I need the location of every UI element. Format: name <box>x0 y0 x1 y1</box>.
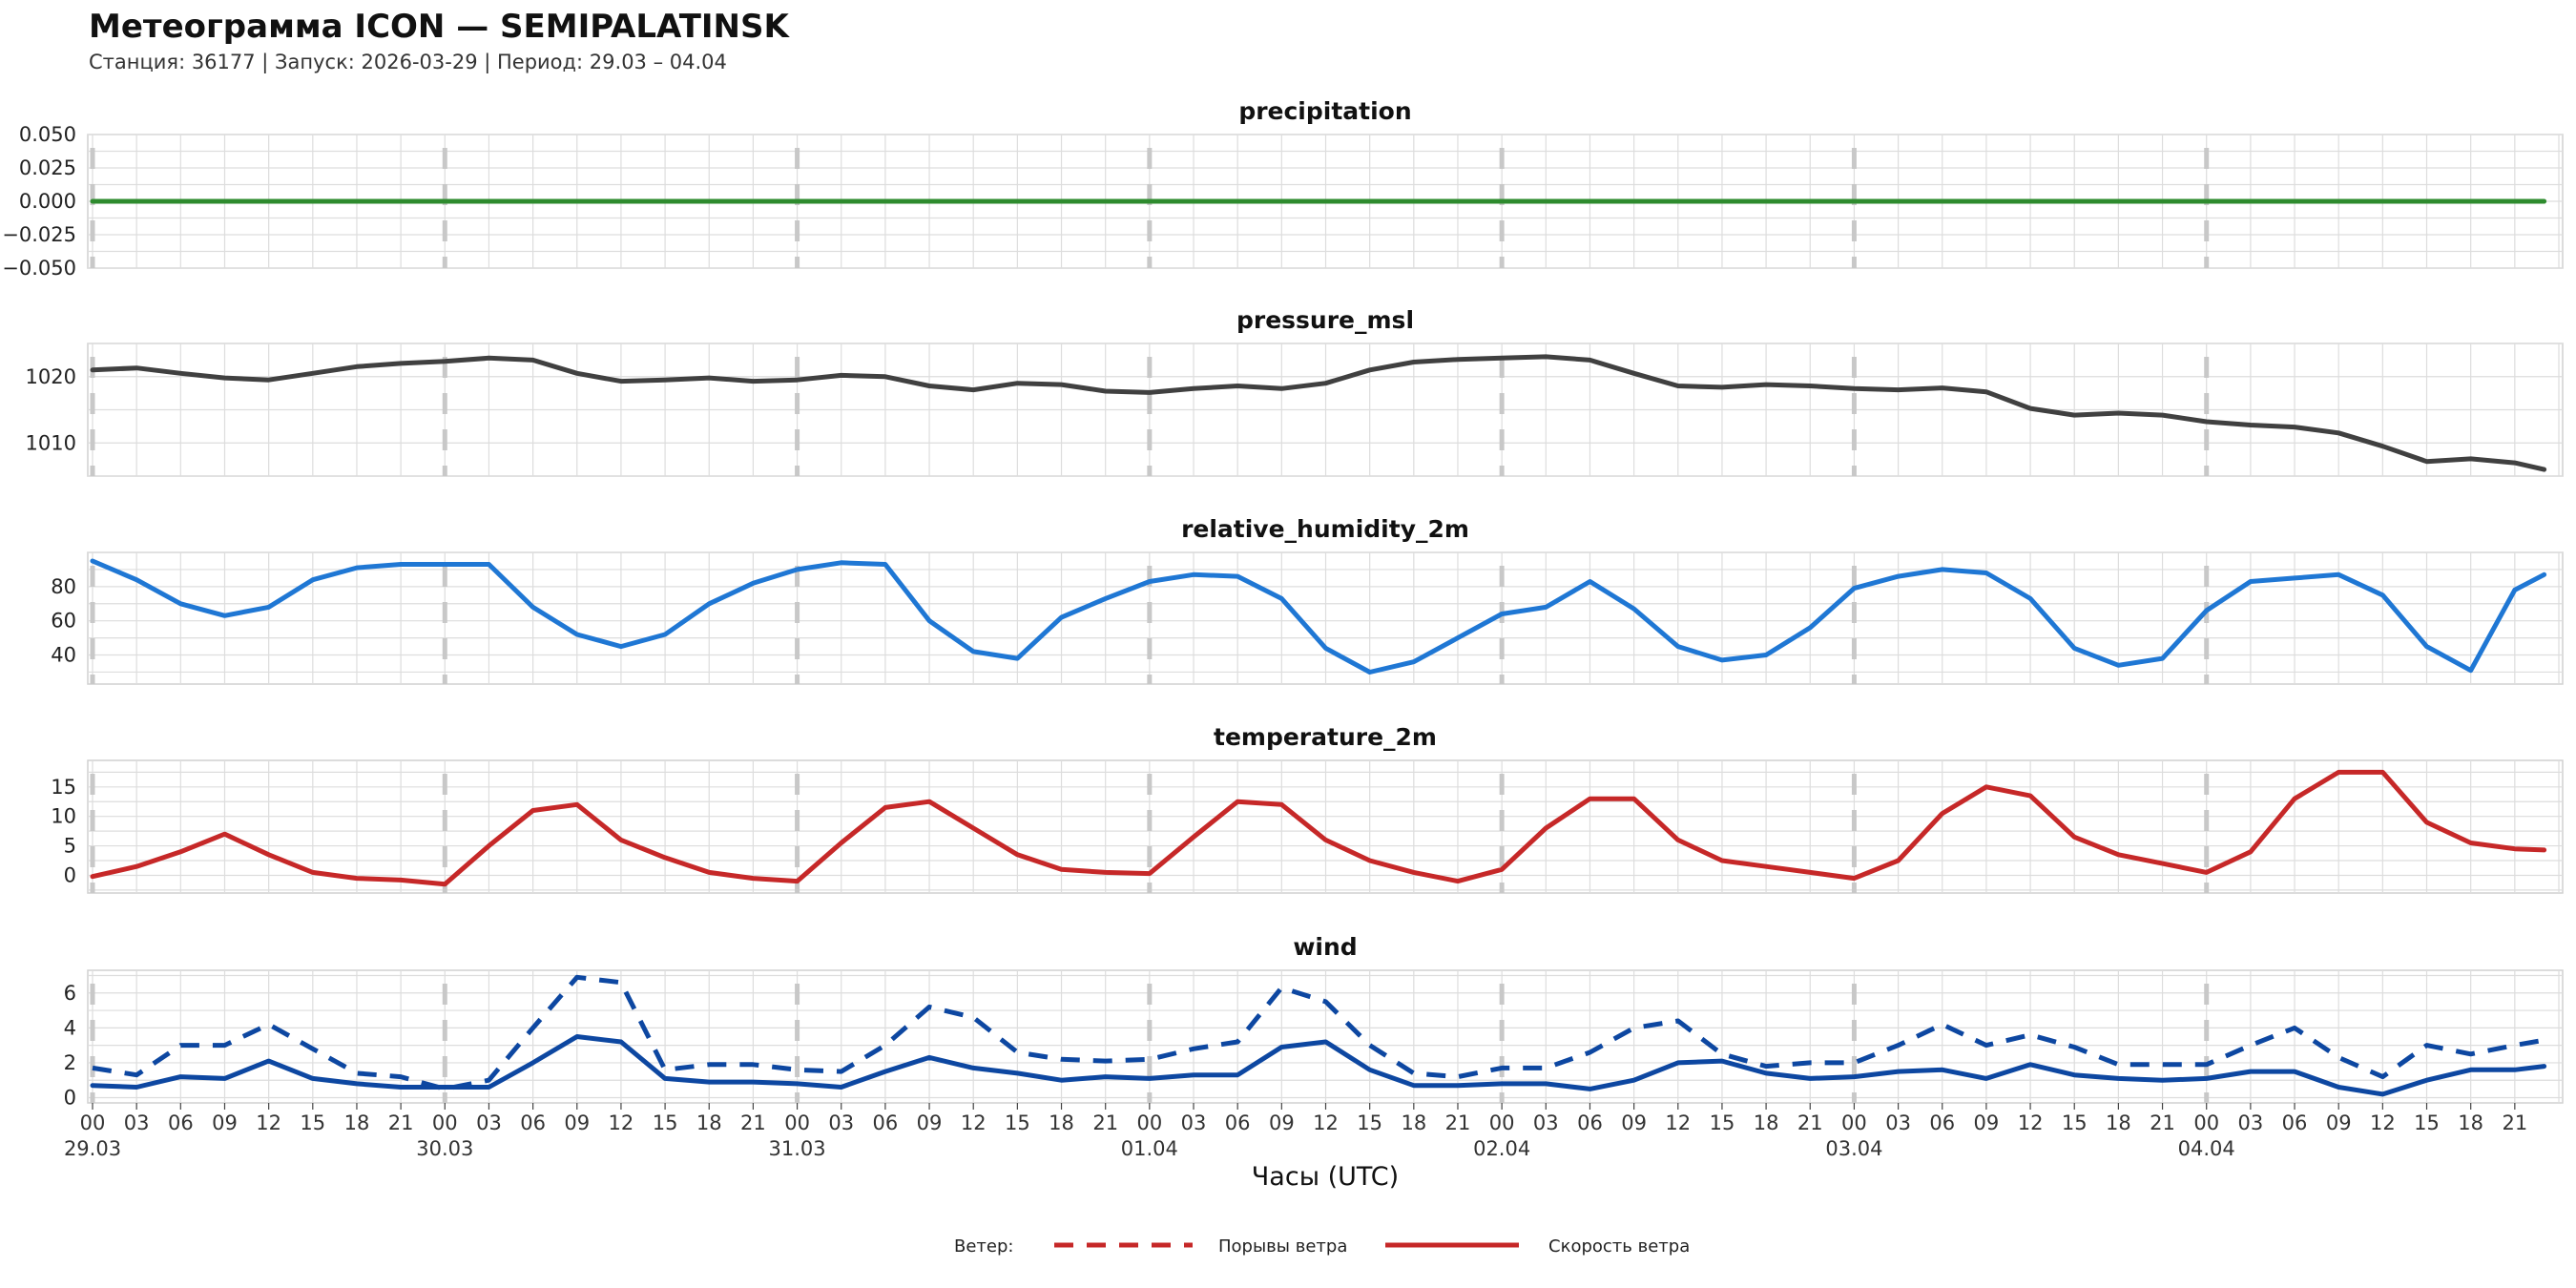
x-tick-label: 03 <box>1885 1111 1911 1134</box>
x-tick-label: 18 <box>344 1111 370 1134</box>
x-tick-label: 06 <box>520 1111 546 1134</box>
x-tick-label: 15 <box>1710 1111 1735 1134</box>
x-day-label: 30.03 <box>416 1137 473 1160</box>
x-tick-label: 09 <box>212 1111 238 1134</box>
y-tick-label: 5 <box>64 835 76 858</box>
x-tick-label: 18 <box>2106 1111 2131 1134</box>
x-tick-label: 03 <box>124 1111 150 1134</box>
x-tick-label: 09 <box>1621 1111 1647 1134</box>
x-tick-label: 12 <box>961 1111 987 1134</box>
x-tick-label: 06 <box>1929 1111 1955 1134</box>
series-line <box>90 558 2547 675</box>
y-tick-label: 0.025 <box>19 156 76 179</box>
x-tick-label: 00 <box>432 1111 458 1134</box>
x-tick-label: 12 <box>1313 1111 1339 1134</box>
panel-title: pressure_msl <box>1236 306 1414 334</box>
x-tick-label: 21 <box>740 1111 766 1134</box>
y-tick-label: 0 <box>64 1087 76 1110</box>
x-tick-label: 15 <box>300 1111 325 1134</box>
series-line-dashed <box>92 974 2545 1091</box>
series-line <box>90 769 2547 887</box>
x-tick-label: 06 <box>1225 1111 1251 1134</box>
x-tick-label: 03 <box>1533 1111 1559 1134</box>
x-day-label: 03.04 <box>1825 1137 1882 1160</box>
x-tick-label: 09 <box>1269 1111 1295 1134</box>
y-tick-label: 10 <box>51 805 76 828</box>
y-tick-label: 2 <box>64 1051 76 1074</box>
x-tick-label: 12 <box>2018 1111 2044 1134</box>
x-tick-label: 06 <box>873 1111 899 1134</box>
x-tick-label: 00 <box>1841 1111 1867 1134</box>
y-tick-label: 15 <box>51 776 76 799</box>
x-tick-label: 21 <box>1445 1111 1471 1134</box>
y-tick-label: 4 <box>64 1016 76 1039</box>
y-tick-label: −0.050 <box>2 257 76 280</box>
page-subtitle: Станция: 36177 | Запуск: 2026-03-29 | Пе… <box>89 51 727 73</box>
x-axis-label: Часы (UTC) <box>1252 1162 1399 1192</box>
x-tick-label: 06 <box>168 1111 194 1134</box>
x-tick-label: 06 <box>1577 1111 1603 1134</box>
y-tick-label: 80 <box>51 575 76 598</box>
legend-label-speed: Скорость ветра <box>1548 1236 1690 1257</box>
series-line <box>90 354 2547 472</box>
x-day-label: 04.04 <box>2178 1137 2235 1160</box>
x-day-label: 02.04 <box>1473 1137 1530 1160</box>
x-tick-label: 21 <box>1092 1111 1118 1134</box>
x-tick-label: 09 <box>917 1111 943 1134</box>
y-tick-label: 60 <box>51 610 76 633</box>
x-tick-label: 03 <box>476 1111 502 1134</box>
x-tick-label: 00 <box>1489 1111 1515 1134</box>
y-tick-label: −0.025 <box>2 223 76 246</box>
y-tick-label: 6 <box>64 982 76 1005</box>
x-tick-label: 03 <box>2238 1111 2264 1134</box>
x-tick-label: 00 <box>784 1111 810 1134</box>
x-tick-label: 18 <box>1049 1111 1074 1134</box>
x-tick-label: 15 <box>2414 1111 2440 1134</box>
panel-title: precipitation <box>1238 97 1411 125</box>
x-tick-label: 12 <box>609 1111 634 1134</box>
x-day-label: 01.04 <box>1121 1137 1178 1160</box>
x-tick-label: 18 <box>1401 1111 1426 1134</box>
y-tick-label: 40 <box>51 644 76 667</box>
x-tick-label: 21 <box>1797 1111 1823 1134</box>
x-tick-label: 03 <box>828 1111 854 1134</box>
x-day-label: 29.03 <box>64 1137 121 1160</box>
x-tick-label: 12 <box>256 1111 281 1134</box>
legend-label-gusts: Порывы ветра <box>1218 1236 1347 1257</box>
y-tick-label: 1020 <box>26 365 76 388</box>
x-tick-label: 18 <box>1754 1111 1779 1134</box>
x-tick-label: 00 <box>80 1111 106 1134</box>
x-tick-label: 12 <box>1665 1111 1691 1134</box>
x-tick-label: 15 <box>1357 1111 1382 1134</box>
x-tick-label: 09 <box>2326 1111 2352 1134</box>
x-tick-label: 18 <box>696 1111 722 1134</box>
x-tick-label: 09 <box>564 1111 590 1134</box>
x-tick-label: 15 <box>653 1111 678 1134</box>
y-tick-label: 0 <box>64 863 76 886</box>
series-line <box>90 1034 2547 1097</box>
x-tick-label: 21 <box>2150 1111 2175 1134</box>
panel-title: wind <box>1293 933 1357 961</box>
y-tick-label: 0.000 <box>19 190 76 213</box>
legend-title: Ветер: <box>954 1236 1013 1257</box>
x-tick-label: 18 <box>2458 1111 2483 1134</box>
x-tick-label: 00 <box>1136 1111 1162 1134</box>
page-title: Метеограмма ICON — SEMIPALATINSK <box>89 8 789 46</box>
x-tick-label: 06 <box>2282 1111 2308 1134</box>
x-tick-label: 09 <box>1974 1111 2000 1134</box>
x-tick-label: 15 <box>2062 1111 2088 1134</box>
y-tick-label: 0.050 <box>19 123 76 146</box>
x-tick-label: 00 <box>2193 1111 2219 1134</box>
panel-title: relative_humidity_2m <box>1181 515 1469 543</box>
x-tick-label: 21 <box>2502 1111 2527 1134</box>
x-day-label: 31.03 <box>769 1137 826 1160</box>
x-tick-label: 03 <box>1181 1111 1207 1134</box>
x-tick-label: 15 <box>1005 1111 1030 1134</box>
panel-title: temperature_2m <box>1214 723 1437 751</box>
x-tick-label: 21 <box>388 1111 414 1134</box>
y-tick-label: 1010 <box>26 431 76 454</box>
x-tick-label: 12 <box>2370 1111 2396 1134</box>
